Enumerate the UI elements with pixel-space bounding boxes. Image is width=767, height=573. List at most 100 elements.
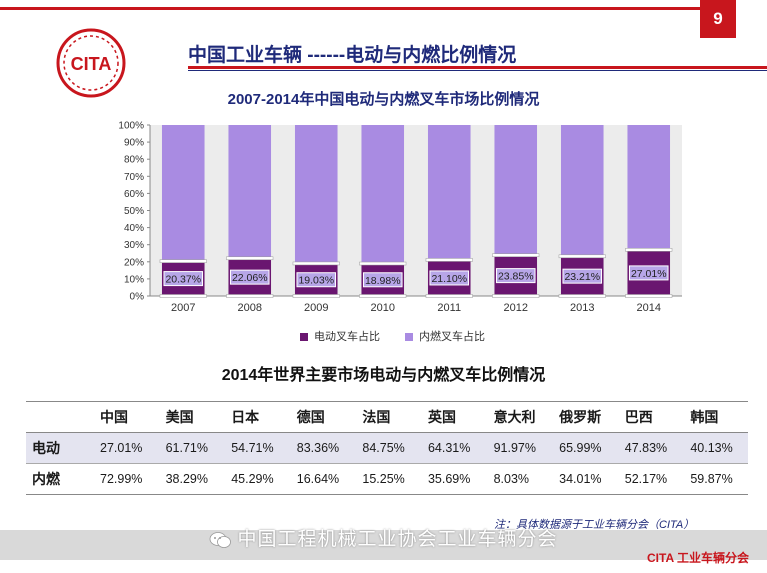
- bar-separator: [359, 261, 407, 266]
- table-cell: 59.87%: [682, 463, 748, 495]
- legend-item-ic: 内燃叉车占比: [405, 328, 485, 344]
- data-label: 23.85%: [498, 271, 534, 283]
- bar-base: [425, 294, 473, 298]
- bar-ic: [228, 125, 272, 259]
- col-header: 意大利: [485, 401, 552, 433]
- legend-label-electric: 电动叉车占比: [314, 331, 380, 343]
- table-cell: 91.97%: [485, 432, 552, 464]
- data-label: 19.03%: [298, 275, 334, 287]
- table-corner: [26, 401, 92, 433]
- y-tick-label: 50%: [124, 206, 144, 217]
- bar-base: [226, 294, 274, 298]
- bar-separator: [625, 248, 673, 252]
- y-tick-label: 60%: [124, 189, 144, 200]
- data-label: 22.06%: [232, 272, 268, 284]
- y-tick-label: 70%: [124, 172, 144, 183]
- bar-base: [159, 294, 207, 298]
- table-row-ic: 内燃 72.99% 38.29% 45.29% 16.64% 15.25% 35…: [26, 463, 748, 495]
- cita-logo: CITA: [56, 28, 126, 98]
- y-tick-label: 80%: [124, 155, 144, 166]
- x-tick-label: 2013: [570, 302, 594, 314]
- col-header: 美国: [157, 401, 224, 433]
- bar-base: [492, 294, 540, 298]
- table-cell: 54.71%: [223, 432, 289, 464]
- footer-band: [0, 530, 767, 560]
- x-tick-label: 2012: [504, 302, 528, 314]
- table-cell: 83.36%: [288, 432, 355, 464]
- data-label: 20.37%: [165, 274, 201, 286]
- bar-separator: [226, 256, 274, 261]
- chart-title: 2007-2014年中国电动与内燃叉车市场比例情况: [227, 91, 540, 108]
- title-underline: [188, 66, 767, 69]
- legend-label-ic: 内燃叉车占比: [419, 331, 486, 343]
- bar-base: [558, 294, 606, 298]
- table-cell: 27.01%: [92, 432, 158, 464]
- y-tick-label: 0%: [130, 292, 145, 303]
- legend-item-electric: 电动叉车占比: [300, 328, 380, 344]
- table-cell: 52.17%: [616, 463, 683, 495]
- table-cell: 64.31%: [419, 432, 486, 464]
- bar-ic: [627, 125, 671, 250]
- table-cell: 34.01%: [551, 463, 617, 495]
- table-cell: 65.99%: [551, 432, 617, 464]
- chart-legend: 电动叉车占比 内燃叉车占比: [300, 328, 507, 344]
- bar-ic: [161, 125, 205, 262]
- footer-tag: CITA 工业车辆分会: [647, 551, 749, 565]
- data-label-box: [628, 265, 669, 281]
- table-cell: 35.69%: [419, 463, 486, 495]
- data-label: 23.21%: [564, 271, 600, 283]
- table-cell: 38.29%: [157, 463, 224, 495]
- table-cell: 47.83%: [616, 432, 683, 464]
- col-header: 英国: [419, 401, 486, 433]
- logo-text: CITA: [71, 54, 112, 74]
- col-header: 日本: [223, 401, 289, 433]
- table-cell: 61.71%: [157, 432, 224, 464]
- col-header: 巴西: [616, 401, 683, 433]
- x-tick-label: 2009: [304, 302, 328, 314]
- table-cell: 40.13%: [682, 432, 748, 464]
- col-header: 法国: [354, 401, 420, 433]
- col-header: 俄罗斯: [551, 401, 617, 433]
- y-tick-label: 100%: [118, 121, 144, 132]
- top-decorative-line: [0, 7, 700, 10]
- table-cell: 72.99%: [92, 463, 158, 495]
- bar-base: [625, 294, 673, 298]
- x-tick-label: 2010: [371, 302, 395, 314]
- page-number: 9: [700, 0, 736, 38]
- wechat-text: 中国工程机械工业协会工业车辆分会: [237, 529, 558, 550]
- y-tick-label: 30%: [124, 240, 144, 251]
- x-tick-label: 2014: [637, 302, 661, 314]
- y-tick-label: 10%: [124, 274, 144, 285]
- bar-ic: [427, 125, 471, 260]
- legend-swatch-electric: [300, 333, 308, 342]
- data-label-box: [296, 272, 337, 288]
- y-tick-label: 40%: [124, 223, 144, 234]
- stacked-bar-chart: 0% 10% 20% 30% 40% 50% 60% 70% 80% 90% 100% 20.37% 2…: [118, 121, 682, 314]
- table-cell: 45.29%: [223, 463, 289, 495]
- data-label-box: [562, 268, 603, 284]
- slide-title: 中国工业车辆 ------电动与内燃比例情况: [188, 45, 517, 66]
- bar-ic: [494, 125, 538, 256]
- bar-ic: [361, 125, 405, 264]
- table-cell: 84.75%: [354, 432, 420, 464]
- bar-separator: [292, 261, 340, 266]
- x-tick-label: 2007: [171, 302, 195, 314]
- y-tick-label: 90%: [124, 138, 144, 149]
- row-label: 电动: [26, 432, 92, 464]
- data-label-box: [429, 270, 470, 286]
- table-row-electric: 电动 27.01% 61.71% 54.71% 83.36% 84.75% 64…: [26, 432, 748, 464]
- table-header-row: 中国 美国 日本 德国 法国 英国 意大利 俄罗斯 巴西 韩国: [26, 401, 748, 433]
- wechat-watermark: 中国工程机械工业协会工业车辆分会: [0, 524, 767, 551]
- data-label-box: [163, 271, 204, 287]
- bar-base: [359, 294, 407, 298]
- bar-separator: [558, 254, 606, 259]
- bar-separator: [159, 259, 207, 263]
- data-label: 21.10%: [431, 273, 467, 285]
- title-underline-thin: [188, 70, 767, 71]
- data-label: 27.01%: [631, 268, 667, 280]
- col-header: 韩国: [682, 401, 748, 433]
- col-header: 中国: [92, 401, 158, 433]
- market-share-table: 中国 美国 日本 德国 法国 英国 意大利 俄罗斯 巴西 韩国 电动 27.01…: [26, 401, 748, 495]
- legend-swatch-ic: [405, 333, 414, 342]
- bar-base: [292, 294, 340, 298]
